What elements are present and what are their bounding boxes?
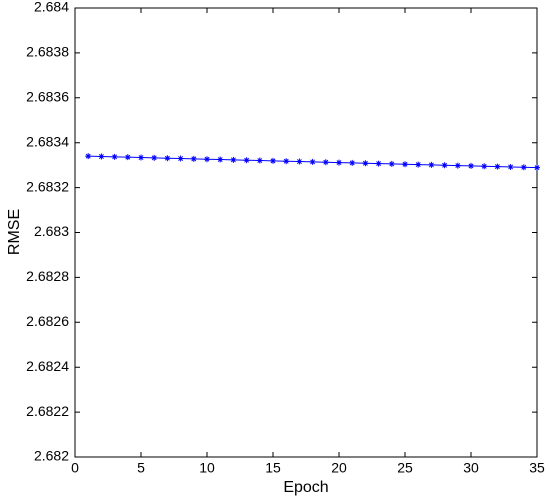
marker [481,163,488,170]
marker [111,153,118,160]
marker [151,154,158,161]
x-axis-label: Epoch [283,479,328,496]
y-tick-label: 2.683 [34,223,69,239]
marker [217,156,224,163]
y-axis-label: RMSE [6,209,23,255]
marker [243,157,250,164]
marker [468,162,474,169]
x-tick-label: 20 [331,460,347,476]
y-tick-label: 2.684 [34,0,69,15]
marker [204,156,210,163]
x-tick-label: 15 [265,460,281,476]
x-tick-label: 25 [397,460,413,476]
marker [534,164,540,171]
marker [375,160,382,167]
marker [230,156,237,163]
marker [428,161,435,168]
marker [190,155,197,162]
marker [362,160,369,167]
y-tick-label: 2.6824 [26,358,69,374]
plot-frame [74,7,538,458]
marker [336,159,342,166]
x-tick-label: 0 [71,460,79,476]
y-tick-label: 2.6828 [26,268,69,284]
marker [322,159,329,166]
marker [256,157,263,164]
marker [85,153,92,160]
marker [177,155,184,162]
marker [349,159,356,166]
marker [164,155,171,162]
x-tick-label: 5 [137,460,145,476]
marker [507,163,514,170]
marker [309,158,316,165]
marker [388,160,395,167]
marker [402,161,408,168]
x-tick-label: 35 [529,460,545,476]
marker [520,164,527,171]
marker [441,162,448,169]
marker [283,158,290,165]
y-tick-label: 2.682 [34,448,69,464]
marker [494,163,501,170]
marker [98,153,105,160]
marker [124,154,131,161]
y-tick-label: 2.6826 [26,313,69,329]
x-tick-label: 30 [463,460,479,476]
y-tick-label: 2.6822 [26,403,69,419]
marker [296,158,303,165]
x-tick-label: 10 [199,460,215,476]
y-tick-label: 2.6838 [26,44,69,60]
y-tick-label: 2.6836 [26,89,69,105]
marker [454,162,461,169]
y-tick-label: 2.6832 [26,178,69,194]
y-tick-label: 2.6834 [26,133,69,149]
marker [138,154,144,161]
marker [415,161,422,168]
marker [270,157,276,164]
